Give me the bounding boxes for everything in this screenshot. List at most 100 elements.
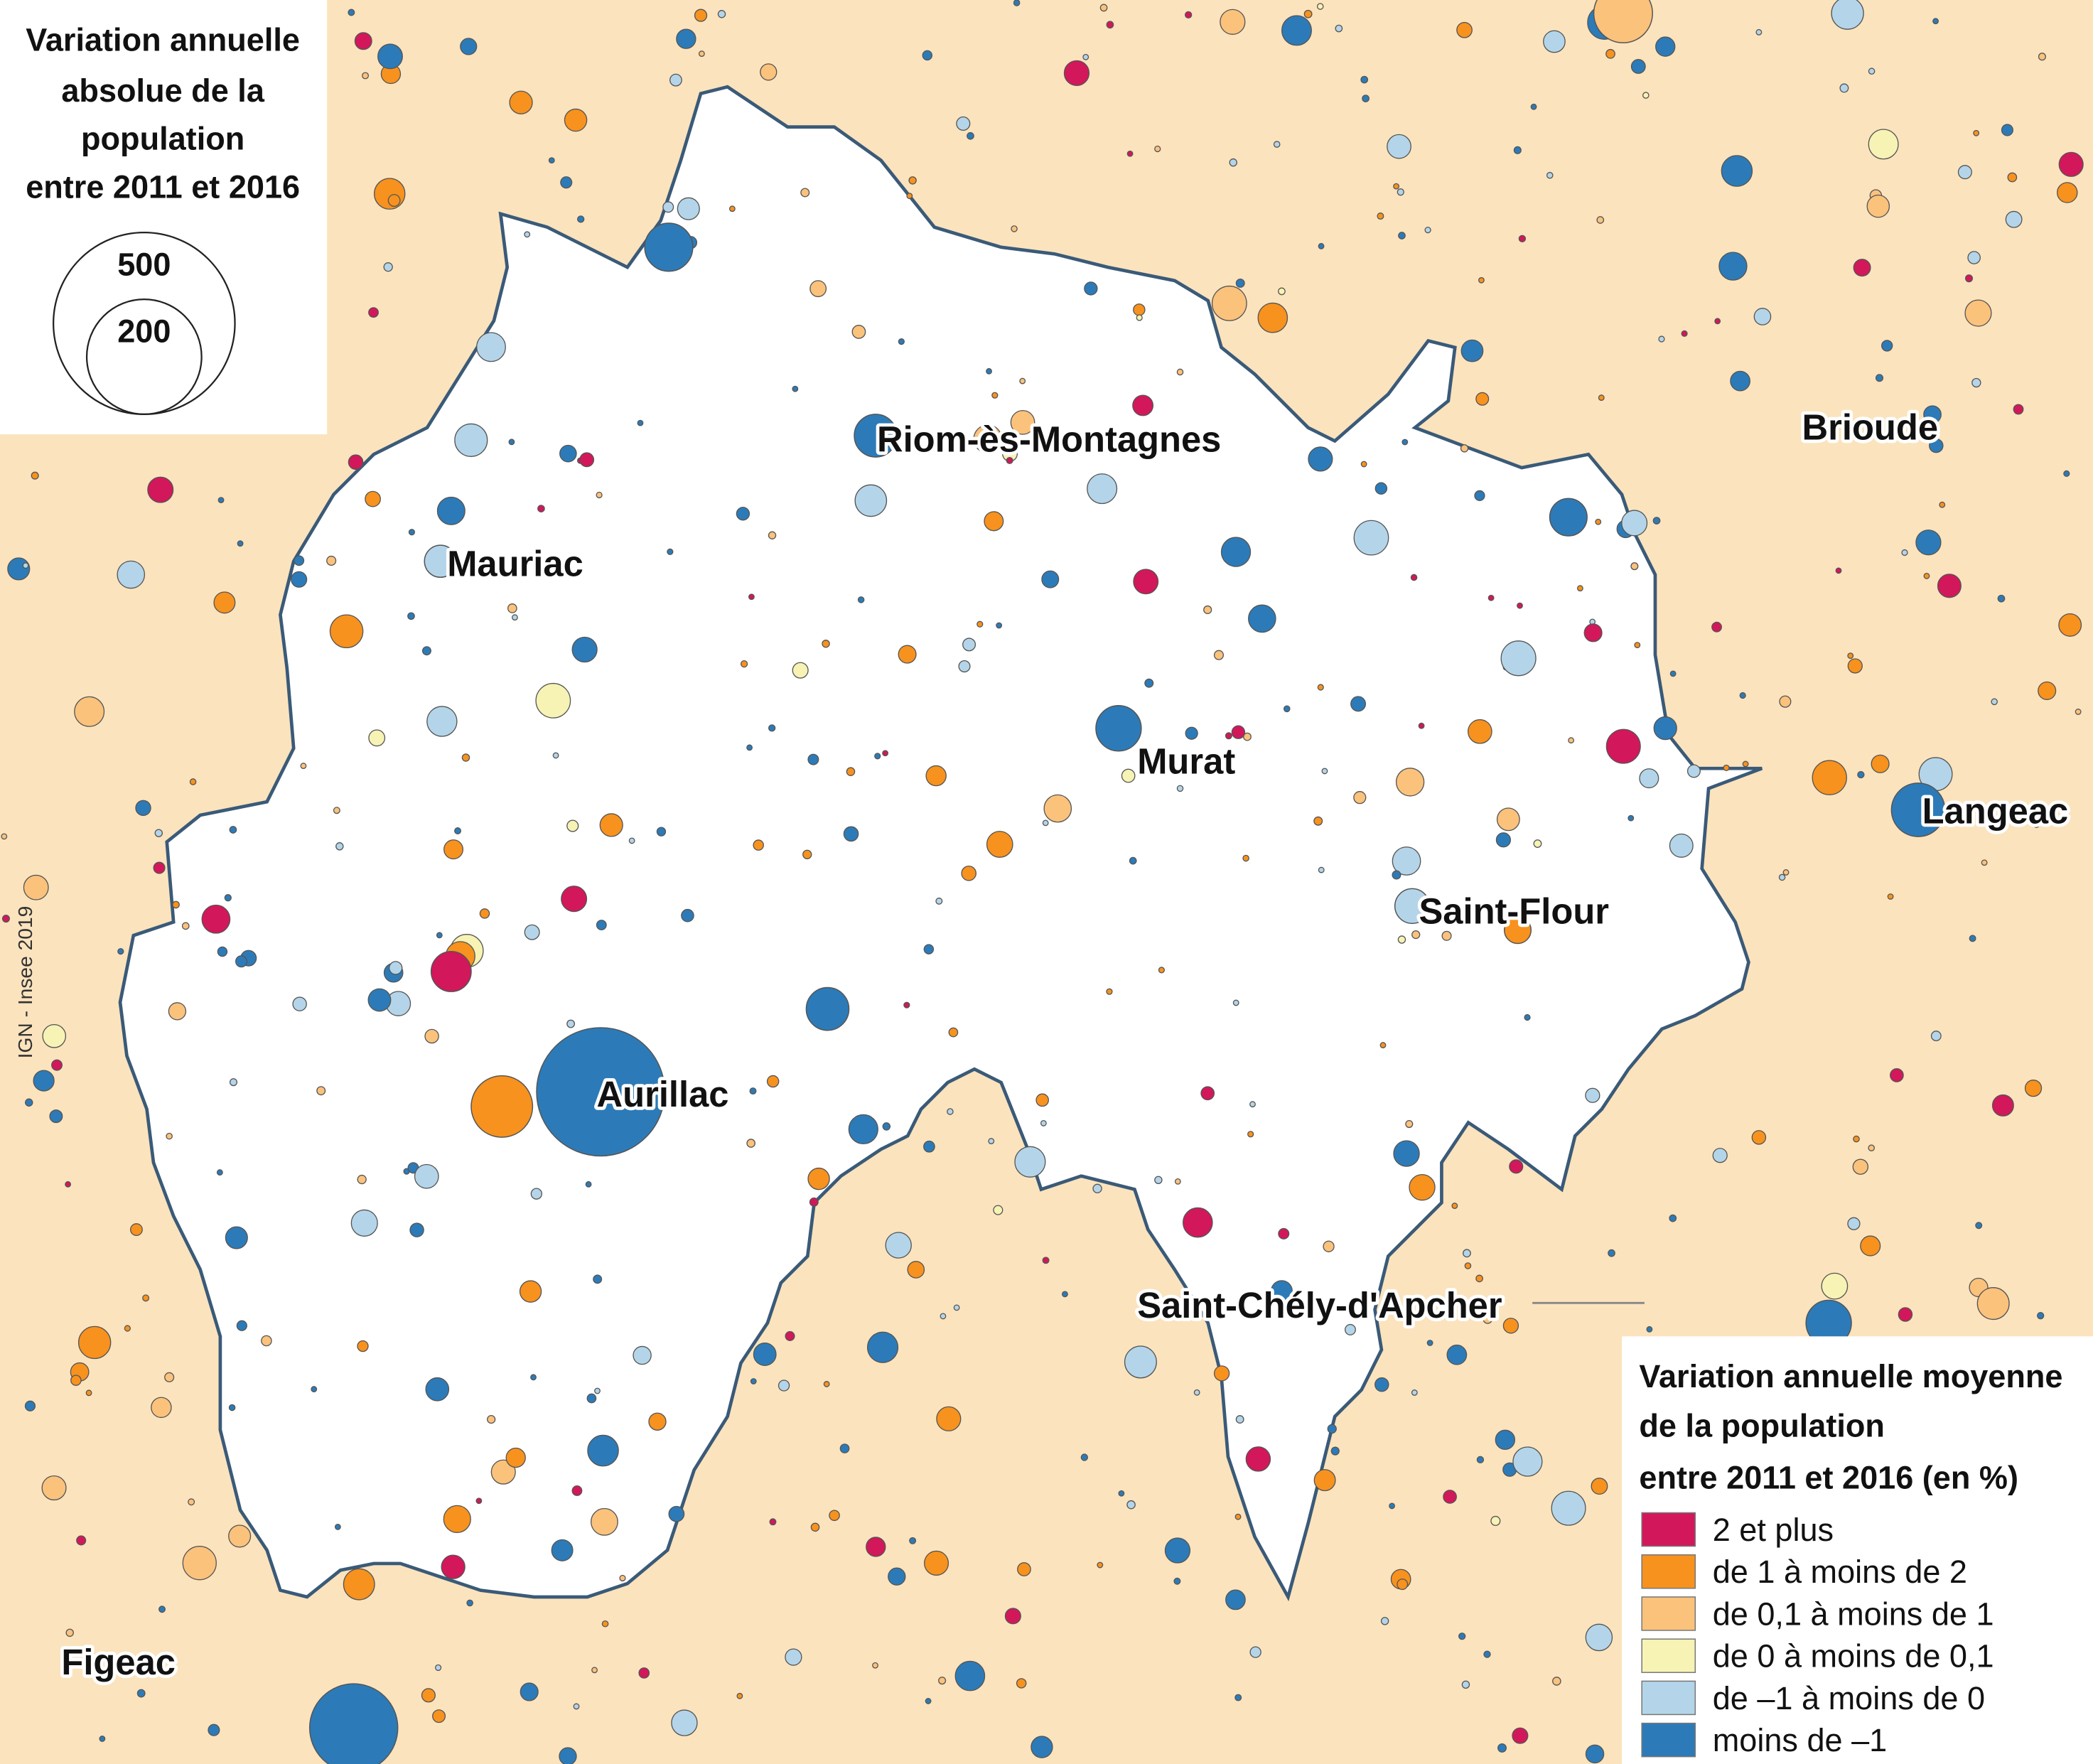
marker [1524, 1013, 1531, 1021]
marker [383, 262, 393, 272]
marker [768, 531, 777, 539]
marker [571, 1485, 583, 1496]
marker [948, 1027, 959, 1038]
marker [909, 1537, 917, 1544]
marker [1031, 1736, 1053, 1758]
marker [748, 593, 755, 601]
marker [1303, 9, 1313, 18]
marker [1133, 303, 1146, 316]
marker [189, 778, 197, 785]
marker [387, 194, 401, 207]
marker [662, 201, 674, 213]
marker [348, 9, 355, 16]
marker [694, 9, 708, 22]
marker [147, 476, 174, 503]
marker [898, 338, 905, 345]
marker [1, 914, 10, 923]
marker [571, 636, 598, 663]
marker [535, 682, 571, 719]
marker [1011, 225, 1018, 232]
marker [1463, 1249, 1471, 1258]
marker [717, 10, 726, 18]
marker [309, 1683, 399, 1764]
marker [1062, 1291, 1068, 1298]
marker [586, 1393, 597, 1404]
marker [1144, 678, 1154, 688]
marker [577, 215, 585, 223]
marker [435, 1664, 442, 1672]
legend-box [1621, 1336, 2093, 1764]
marker [326, 555, 337, 566]
marker [430, 951, 472, 992]
marker [357, 1340, 369, 1352]
marker [1124, 1345, 1157, 1379]
marker [1330, 1446, 1340, 1456]
marker [599, 813, 623, 837]
marker [1249, 1646, 1261, 1658]
marker [524, 924, 540, 940]
marker [854, 484, 888, 517]
marker [1923, 405, 1942, 424]
marker [116, 1662, 126, 1672]
marker [637, 419, 644, 426]
marker [564, 108, 588, 132]
marker [1016, 1678, 1027, 1689]
marker [1730, 370, 1750, 392]
marker [443, 1505, 471, 1533]
marker [1043, 794, 1072, 823]
marker [760, 63, 778, 81]
legend-title: population [81, 121, 244, 157]
marker [903, 1001, 910, 1009]
marker [1014, 1146, 1046, 1178]
marker [753, 839, 764, 851]
marker [1380, 1617, 1389, 1625]
marker [1136, 314, 1143, 321]
marker [1182, 1207, 1213, 1238]
marker [182, 1546, 217, 1581]
marker [164, 1372, 175, 1382]
marker [1080, 1453, 1089, 1461]
marker [857, 596, 865, 603]
marker [1778, 873, 1786, 881]
marker [1475, 392, 1490, 406]
marker [1460, 339, 1484, 362]
place-label: Saint-Chély-d'Apcher [1137, 1285, 1502, 1325]
marker [668, 1505, 685, 1522]
marker [648, 1412, 667, 1431]
marker [1126, 150, 1134, 157]
marker [1576, 585, 1583, 592]
marker [986, 367, 992, 375]
marker [1630, 562, 1639, 571]
marker [1669, 1214, 1677, 1222]
marker [1249, 1101, 1256, 1108]
place-label: Figeac [61, 1642, 176, 1682]
marker [136, 1689, 146, 1698]
marker [1608, 1249, 1615, 1257]
marker [1852, 1158, 1868, 1175]
marker [619, 1574, 626, 1582]
marker [99, 1736, 106, 1742]
marker [490, 1459, 516, 1485]
marker [1742, 760, 1749, 768]
marker [135, 800, 151, 817]
marker [117, 947, 124, 955]
marker [1930, 1031, 1942, 1042]
marker [846, 767, 856, 776]
marker [2057, 182, 2078, 203]
marker [1681, 330, 1688, 337]
marker [866, 1331, 899, 1363]
marker [1997, 594, 2006, 603]
marker [1669, 670, 1677, 677]
legend-title: Variation annuelle [26, 21, 300, 58]
marker [1451, 1203, 1458, 1210]
marker [476, 332, 506, 362]
marker [1782, 869, 1790, 876]
marker [601, 1620, 609, 1628]
marker [65, 1181, 72, 1188]
marker [1753, 308, 1772, 326]
marker [1591, 1478, 1608, 1495]
marker [408, 529, 416, 536]
marker [461, 753, 470, 762]
marker [334, 1524, 341, 1530]
